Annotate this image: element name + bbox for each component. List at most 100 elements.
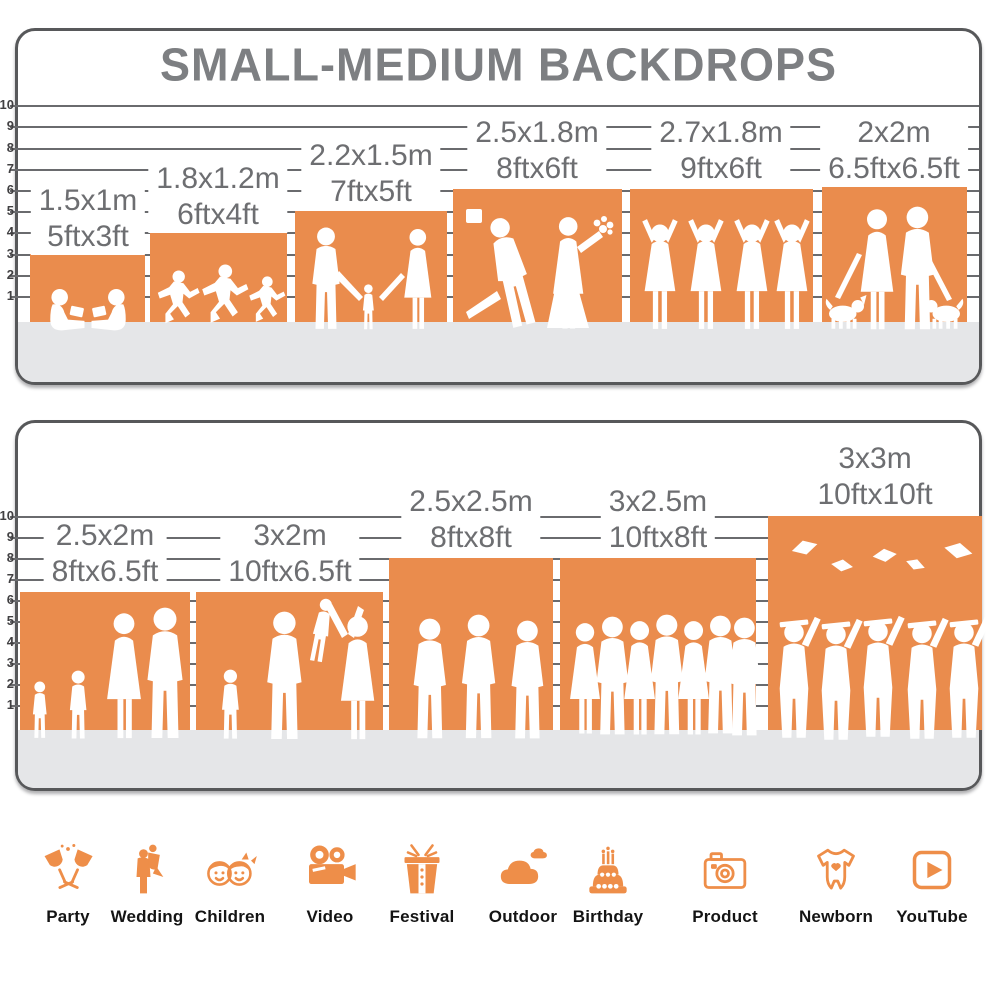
size-label: 2.2x1.5m 7ftx5ft: [301, 138, 441, 210]
silhouette-family-walking: [312, 227, 432, 330]
ruler-number: 1: [6, 288, 14, 303]
size-metric: 3x3m: [838, 442, 912, 475]
size-metric: 2.5x2.5m: [409, 485, 533, 518]
size-label: 1.8x1.2m 6ftx4ft: [148, 161, 288, 233]
size-label: 2.7x1.8m 9ftx6ft: [651, 115, 791, 187]
size-label: 3x2m 10ftx6.5ft: [220, 518, 360, 590]
product-icon: [703, 852, 747, 889]
size-label: 2.5x2m 8ftx6.5ft: [43, 518, 167, 590]
silhouette-couple-with-dogs: [825, 206, 964, 330]
wedding-icon: [136, 844, 164, 894]
silhouette-family-of-four: [32, 607, 183, 739]
category-youtube: YouTube: [877, 842, 987, 927]
video-icon: [309, 845, 356, 884]
category-product: Product: [670, 842, 780, 927]
size-metric: 1.8x1.2m: [156, 162, 280, 195]
category-label: Festival: [389, 907, 455, 926]
ruler-number: 8: [6, 140, 14, 155]
ruler-number: 4: [6, 634, 14, 649]
ruler-number: 8: [6, 550, 14, 565]
category-label: Product: [692, 907, 758, 926]
category-label: Birthday: [572, 907, 644, 926]
category-newborn: Newborn: [781, 842, 891, 927]
children-icon: [207, 852, 257, 886]
backdrop-block-1.8x1.2m: [150, 232, 287, 324]
ground-strip: [18, 322, 979, 382]
category-label: Newborn: [798, 907, 874, 926]
outdoor-icon: [500, 848, 547, 884]
ruler-number: 2: [6, 676, 14, 691]
size-label: 2.5x1.8m 8ftx6ft: [467, 115, 607, 187]
size-metric: 2.2x1.5m: [309, 139, 433, 172]
silhouette-children-running: [157, 264, 286, 324]
size-metric: 3x2.5m: [608, 485, 708, 518]
backdrop-block-3x3m: [768, 516, 991, 740]
backdrop-block-2.5x2m: [20, 592, 190, 739]
category-party: Party: [13, 842, 123, 927]
silhouette-group-of-friends: [570, 614, 761, 736]
size-metric: 2x2m: [857, 116, 931, 149]
ruler-number: 5: [6, 613, 14, 628]
silhouette-family-lifting-child: [222, 597, 375, 740]
backdrop-block-1.5x1m: [30, 254, 145, 331]
category-label: Outdoor: [488, 907, 558, 926]
size-label: 3x2.5m 10ftx8ft: [600, 484, 716, 556]
ruler-number: 2: [6, 267, 14, 282]
category-label: Video: [306, 907, 354, 926]
ruler-number: 9: [6, 529, 14, 544]
ruler-number: 4: [6, 224, 14, 239]
size-feet: 10ftx10ft: [817, 478, 933, 511]
silhouette-wedding-couple: [466, 209, 614, 329]
size-metric: 2.7x1.8m: [659, 116, 783, 149]
category-label: Wedding: [110, 907, 184, 926]
ruler-number: 7: [6, 161, 14, 176]
size-label: 1.5x1m 5ftx3ft: [30, 183, 146, 255]
category-label: Party: [46, 907, 90, 926]
bottom-panel: 10 9 8 7 6 5 4 3 2 1 2.5x2m 8ftx6.5ft 3x…: [0, 420, 991, 791]
size-feet: 8ftx6.5ft: [51, 555, 159, 588]
ruler-number: 6: [6, 182, 14, 197]
size-feet: 8ftx6ft: [496, 152, 578, 185]
size-label: 3x3m 10ftx10ft: [809, 441, 941, 513]
category-festival: Festival: [367, 842, 477, 927]
backdrop-block-2.2x1.5m: [295, 211, 447, 330]
birthday-icon: [589, 846, 627, 894]
backdrop-block-3x2.5m: [560, 558, 761, 736]
size-label: 2x2m 6.5ftx6.5ft: [820, 115, 968, 187]
silhouette-dancing-girls: [642, 219, 810, 329]
party-icon: [44, 843, 93, 889]
category-video: Video: [275, 842, 385, 927]
backdrop-block-3x2m: [196, 592, 383, 740]
size-label: 2.5x2.5m 8ftx8ft: [401, 484, 541, 556]
size-feet: 10ftx6.5ft: [228, 555, 352, 588]
category-outdoor: Outdoor: [468, 842, 578, 927]
ruler-number: 5: [6, 203, 14, 218]
category-birthday: Birthday: [553, 842, 663, 927]
page-title: SMALL-MEDIUM BACKDROPS: [160, 37, 837, 91]
size-metric: 2.5x2m: [55, 519, 155, 552]
ruler-number: 10: [0, 97, 14, 112]
ruler-number: 1: [6, 697, 14, 712]
size-metric: 1.5x1m: [38, 184, 138, 217]
size-feet: 9ftx6ft: [680, 152, 762, 185]
size-feet: 5ftx3ft: [47, 220, 129, 253]
size-feet: 10ftx8ft: [608, 521, 708, 554]
ruler-line-10: [10, 105, 979, 107]
size-metric: 3x2m: [253, 519, 327, 552]
size-feet: 7ftx5ft: [330, 175, 412, 208]
category-label: Children: [194, 907, 266, 926]
ruler-number: 3: [6, 246, 14, 261]
size-metric: 2.5x1.8m: [475, 116, 599, 149]
category-children: Children: [175, 842, 285, 927]
backdrop-block-2.5x2.5m: [389, 558, 553, 739]
category-wedding: Wedding: [92, 842, 202, 927]
size-feet: 6ftx4ft: [177, 198, 259, 231]
ruler-number: 10: [0, 508, 14, 523]
silhouette-graduation-group: [779, 537, 991, 740]
festival-icon: [404, 844, 440, 894]
ruler-number: 9: [6, 118, 14, 133]
youtube-icon: [912, 850, 952, 890]
newborn-icon: [817, 848, 855, 890]
category-label: YouTube: [896, 907, 968, 926]
size-feet: 6.5ftx6.5ft: [828, 152, 960, 185]
